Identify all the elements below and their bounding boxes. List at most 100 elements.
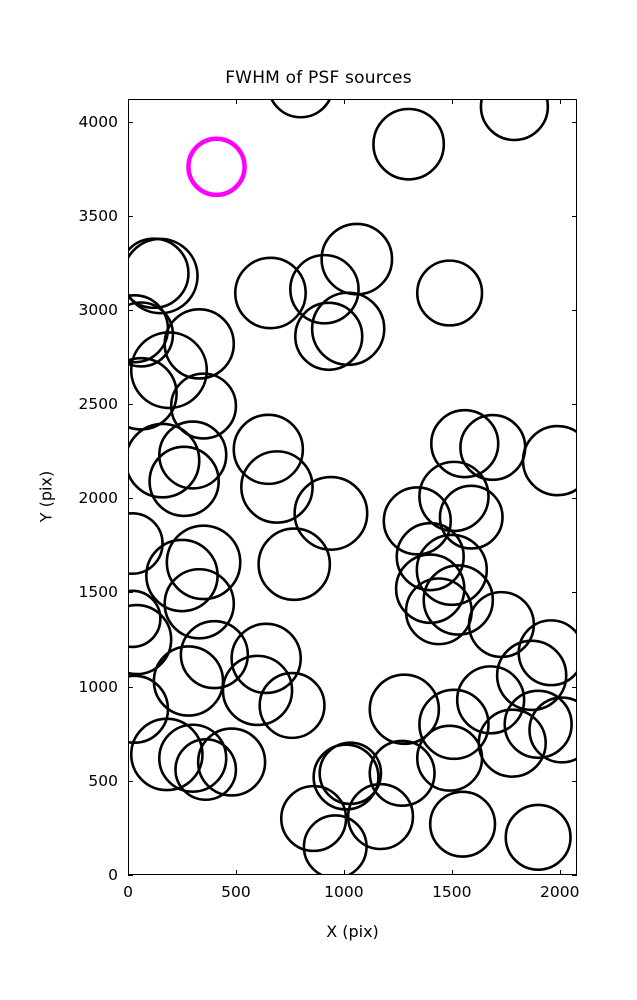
psf-source-circle	[428, 790, 497, 858]
x-tick-mark-top	[559, 99, 561, 104]
psf-source-circle	[257, 527, 332, 602]
psf-source-circle	[521, 424, 577, 497]
y-tick-mark	[128, 309, 133, 311]
psf-source-circle	[152, 645, 225, 717]
y-tick-mark-right	[572, 592, 577, 594]
psf-source-circle	[279, 784, 348, 853]
psf-source-circle	[165, 524, 242, 601]
y-tick-label: 2500	[78, 395, 118, 414]
x-tick-mark	[559, 870, 561, 875]
psf-source-circle	[517, 619, 577, 687]
y-tick-label: 0	[108, 866, 118, 884]
y-tick-label: 1000	[78, 677, 118, 696]
x-tick-mark-top	[451, 99, 453, 104]
psf-source-circle	[179, 619, 250, 690]
y-tick-label: 3500	[78, 206, 118, 225]
y-tick-label: 500	[88, 771, 118, 790]
psf-source-circle	[128, 237, 190, 310]
y-tick-mark-right	[572, 404, 577, 406]
psf-source-circle	[415, 259, 484, 327]
psf-source-circle	[429, 408, 500, 479]
psf-source-circle	[382, 486, 453, 556]
x-tick-mark-top	[235, 99, 237, 104]
y-axis-label: Y (pix)	[36, 470, 56, 523]
psf-source-circle	[346, 782, 415, 851]
psf-source-circle	[148, 445, 220, 518]
psf-source-circle	[169, 372, 238, 440]
y-tick-mark	[128, 121, 133, 123]
y-tick-mark	[128, 404, 133, 406]
psf-source-circle	[129, 331, 209, 410]
plot-area	[128, 99, 577, 875]
psf-source-circle	[418, 688, 490, 761]
y-tick-mark-right	[572, 780, 577, 782]
psf-source-circle	[293, 475, 369, 551]
page-title: FWHM of PSF sources	[225, 68, 412, 88]
y-tick-mark-right	[572, 215, 577, 217]
y-tick-label: 1500	[78, 583, 118, 602]
psf-source-circle	[128, 294, 170, 364]
y-tick-mark	[128, 686, 133, 688]
psf-source-circle	[422, 564, 495, 636]
psf-source-circle	[230, 622, 302, 695]
psf-source-circle	[503, 689, 573, 760]
psf-source-circle	[128, 356, 178, 431]
y-tick-label: 3000	[78, 300, 118, 319]
y-tick-mark	[128, 780, 133, 782]
psf-source-circle	[128, 511, 164, 576]
psf-source-circle	[467, 590, 536, 659]
x-tick-mark-top	[128, 99, 129, 104]
psf-source-circle	[395, 521, 465, 592]
x-tick-label: 2000	[539, 883, 580, 901]
psf-source-circle	[128, 674, 170, 744]
psf-source-circle	[455, 665, 526, 735]
psf-source-circle	[128, 589, 162, 649]
psf-source-circle	[270, 99, 332, 119]
psf-source-circle	[158, 420, 228, 490]
psf-source-circle	[163, 308, 236, 380]
y-tick-mark-right	[572, 686, 577, 688]
psf-source-circle	[158, 723, 228, 793]
x-tick-mark	[235, 870, 237, 875]
psf-source-circle	[528, 696, 577, 764]
psf-source-circle	[221, 654, 294, 727]
x-tick-mark	[343, 870, 345, 875]
psf-source-circle	[128, 603, 173, 676]
psf-source-circle	[368, 673, 441, 746]
x-axis-label: X (pix)	[326, 922, 379, 941]
psf-source-circle	[368, 739, 436, 807]
x-tick-mark	[128, 870, 129, 875]
y-tick-mark-right	[572, 875, 577, 876]
psf-source-circle	[128, 237, 199, 315]
y-tick-mark-right	[572, 121, 577, 123]
psf-source-circle	[302, 814, 368, 875]
psf-source-circle	[293, 301, 364, 372]
x-tick-label: 500	[221, 883, 251, 901]
x-tick-label: 0	[123, 883, 133, 901]
x-tick-mark	[451, 870, 453, 875]
y-tick-mark	[128, 592, 133, 594]
psf-source-circle	[163, 567, 236, 640]
y-tick-mark	[128, 875, 133, 876]
psf-source-circle	[240, 450, 314, 524]
psf-source-circle	[174, 738, 238, 802]
y-tick-mark-right	[572, 309, 577, 311]
psf-source-circle	[233, 256, 307, 330]
x-tick-label: 1500	[432, 883, 472, 901]
x-tick-label: 1000	[324, 883, 364, 901]
psf-source-circle	[128, 301, 175, 368]
psf-source-circle	[495, 639, 568, 712]
psf-source-circle	[128, 422, 201, 499]
psf-source-circle	[479, 99, 550, 142]
y-tick-mark	[128, 215, 133, 217]
psf-source-circle	[232, 413, 305, 486]
psf-source-circle	[129, 717, 204, 792]
psf-source-circle	[504, 803, 572, 872]
y-tick-label: 2000	[78, 489, 118, 508]
psf-source-circle	[318, 741, 383, 806]
psf-source-circle	[372, 107, 446, 181]
y-tick-label: 4000	[78, 112, 118, 131]
scatter-circles-layer	[128, 99, 577, 875]
psf-source-circle	[477, 708, 547, 778]
